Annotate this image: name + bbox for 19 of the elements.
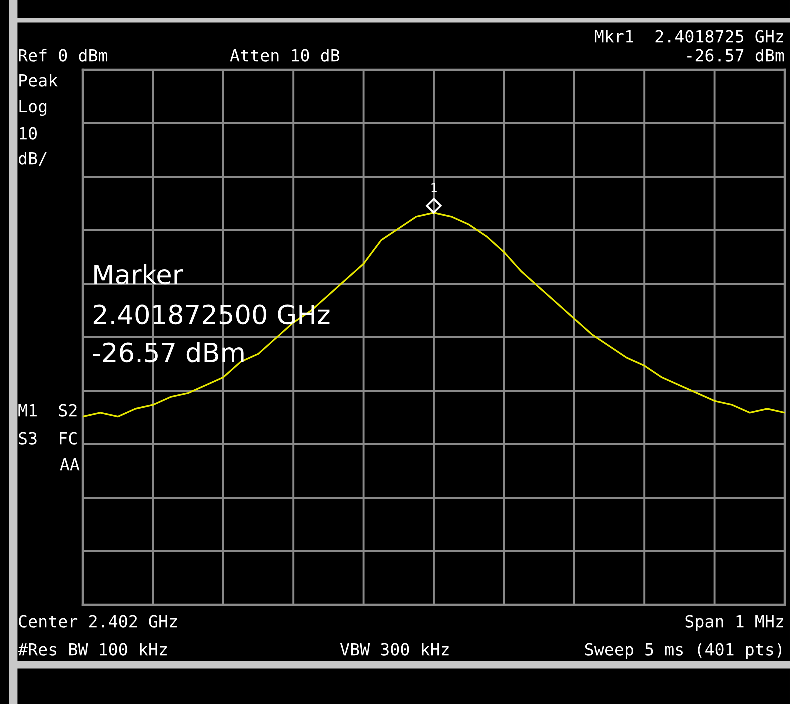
text: Peak (20, 74, 58, 87)
text: Atten 10 dB (230, 48, 340, 62)
text: 1 (432, 183, 437, 192)
text: Span 1 MHz (686, 615, 784, 632)
text: AA (60, 458, 80, 471)
text: dB/ (19, 152, 47, 166)
text: M1 S2 (18, 404, 77, 417)
text: -26.57 dBm (688, 48, 784, 62)
text: Center 2.402 GHz (19, 615, 177, 628)
text: S3 FC (19, 432, 77, 445)
text: Ref 0 dBm (19, 48, 108, 62)
annotation: Marker (94, 264, 184, 285)
annotation: -26.57 dBm (93, 342, 244, 363)
text: VBW 300 kHz (340, 642, 449, 656)
text: Sweep 5 ms (401 pts) (585, 642, 782, 660)
text: Mkr1 2.4018725 GHz (595, 30, 784, 43)
text: 10 (20, 127, 37, 140)
text: #Res BW 100 kHz (18, 642, 167, 656)
text: Log (20, 100, 47, 116)
